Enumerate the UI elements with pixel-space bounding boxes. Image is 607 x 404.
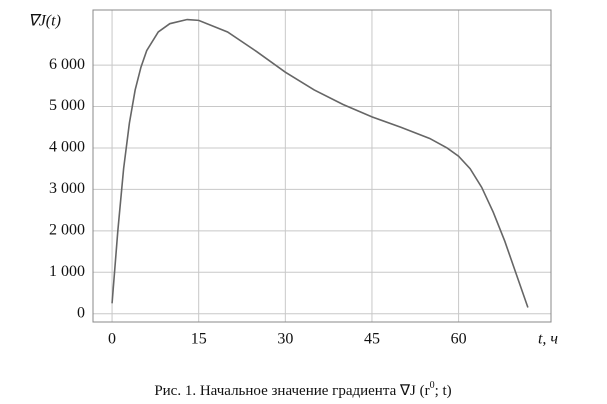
y-tick-label: 1 000 (49, 263, 85, 280)
caption-part: ; t) (435, 383, 452, 399)
y-axis-label: ∇J(t) (28, 13, 61, 30)
caption-part: Рис. 1. Начальное значение градиента ∇J … (154, 383, 429, 399)
x-axis-label: t, ч (538, 331, 558, 348)
plot-frame (92, 9, 552, 323)
y-tick-label: 5 000 (49, 97, 85, 114)
y-tick-label: 0 (77, 304, 85, 321)
y-tick-label: 4 000 (49, 139, 85, 156)
caption: Рис. 1. Начальное значение градиента ∇J … (154, 380, 451, 399)
x-tick-label: 30 (277, 331, 293, 348)
x-tick-label: 45 (364, 331, 380, 348)
y-tick-label: 2 000 (49, 222, 85, 239)
data-line (111, 18, 529, 308)
x-tick-label: 0 (108, 331, 116, 348)
x-tick-label: 15 (191, 331, 207, 348)
x-tick-label: 60 (451, 331, 467, 348)
y-tick-label: 6 000 (49, 56, 85, 73)
caption-sup: 0 (430, 380, 435, 391)
y-tick-label: 3 000 (49, 180, 85, 197)
